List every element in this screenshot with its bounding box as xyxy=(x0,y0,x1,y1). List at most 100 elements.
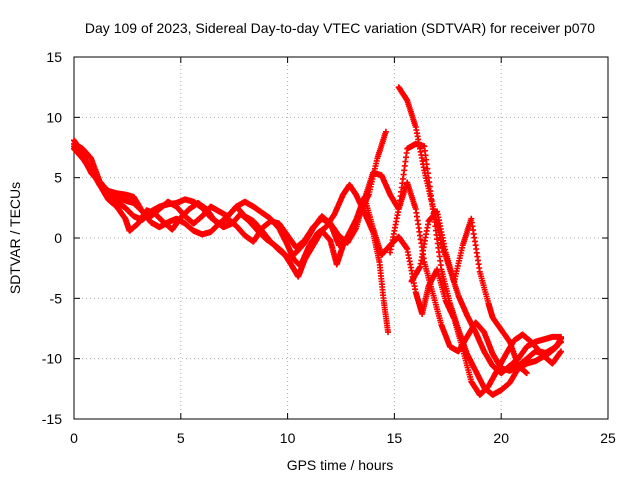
data-point xyxy=(508,381,511,384)
data-point xyxy=(491,393,494,397)
data-point xyxy=(89,157,93,160)
data-point xyxy=(183,198,187,201)
data-point xyxy=(482,350,486,353)
data-point xyxy=(423,169,426,172)
x-tick-label: 10 xyxy=(280,430,296,446)
data-point xyxy=(465,335,469,339)
y-tick-label: -10 xyxy=(42,351,62,367)
data-point xyxy=(72,145,76,148)
data-point xyxy=(414,125,417,129)
data-point xyxy=(504,353,507,357)
data-point xyxy=(312,244,315,247)
data-point xyxy=(201,215,204,218)
data-point xyxy=(218,222,221,225)
data-point xyxy=(132,195,135,199)
data-point xyxy=(406,181,409,184)
data-point xyxy=(448,302,452,305)
data-point xyxy=(478,270,481,273)
data-point xyxy=(320,229,323,232)
data-point xyxy=(136,222,140,225)
data-point xyxy=(196,201,200,205)
data-point xyxy=(525,362,528,365)
data-point xyxy=(440,323,443,327)
data-point xyxy=(141,210,144,213)
data-point xyxy=(286,244,289,247)
data-point xyxy=(201,233,204,236)
y-tick-labels: -15 -10 -5 0 5 10 15 xyxy=(42,49,62,427)
series-trace-6 xyxy=(387,140,564,398)
y-tick-label: 15 xyxy=(46,49,62,65)
data-point xyxy=(542,355,546,358)
data-point xyxy=(397,235,400,238)
data-point xyxy=(235,224,238,228)
data-point xyxy=(260,211,264,214)
data-point xyxy=(431,292,434,295)
data-point xyxy=(320,215,323,218)
data-point xyxy=(551,362,554,365)
data-point xyxy=(414,207,417,211)
data-point xyxy=(508,364,511,368)
data-point xyxy=(482,386,486,389)
x-tick-label: 5 xyxy=(177,430,185,446)
data-point xyxy=(333,212,336,216)
data-point xyxy=(269,219,272,223)
data-point xyxy=(461,244,464,247)
data-point xyxy=(500,367,503,370)
data-point xyxy=(243,215,247,218)
data-point xyxy=(252,205,255,208)
data-point xyxy=(124,206,127,209)
x-axis-label: GPS time / hours xyxy=(287,457,394,473)
data-point xyxy=(354,193,358,196)
data-point xyxy=(388,251,392,254)
data-point xyxy=(243,200,247,203)
data-point xyxy=(559,350,563,353)
data-point xyxy=(188,207,191,211)
data-point xyxy=(406,147,409,150)
data-point xyxy=(158,207,161,211)
y-tick-label: -5 xyxy=(50,290,63,306)
data-point xyxy=(376,157,379,160)
y-tick-label: 10 xyxy=(46,109,62,125)
data-point xyxy=(107,198,110,201)
data-point xyxy=(542,338,546,341)
chart-title: Day 109 of 2023, Sidereal Day-to-day VTE… xyxy=(85,20,595,36)
data-point xyxy=(525,345,528,348)
y-tick-label: 0 xyxy=(54,230,62,246)
data-point xyxy=(440,268,443,271)
data-point xyxy=(487,385,490,388)
series-trace-7 xyxy=(408,208,530,377)
data-point xyxy=(269,240,272,243)
data-point xyxy=(444,251,447,254)
data-point xyxy=(290,264,294,267)
data-point xyxy=(470,217,473,220)
data-point xyxy=(222,225,225,229)
data-point xyxy=(260,229,264,232)
data-point xyxy=(371,171,375,174)
y-tick-label: -15 xyxy=(42,411,62,427)
data-point xyxy=(470,380,473,383)
data-point xyxy=(457,350,460,353)
data-point xyxy=(525,357,528,360)
data-point xyxy=(435,210,439,213)
series-trace-4 xyxy=(71,143,564,374)
x-tick-label: 20 xyxy=(493,430,509,446)
y-tick-label: 5 xyxy=(54,170,62,186)
data-point xyxy=(124,199,127,202)
data-point xyxy=(382,299,385,302)
data-point xyxy=(149,215,153,218)
data-point xyxy=(209,230,212,234)
data-point xyxy=(406,247,409,251)
data-point xyxy=(457,328,460,331)
data-point xyxy=(421,312,424,316)
data-point xyxy=(124,193,127,196)
data-point xyxy=(183,222,187,225)
data-point xyxy=(335,263,338,266)
data-point xyxy=(329,239,332,242)
data-point xyxy=(149,221,153,224)
data-point xyxy=(124,217,127,220)
x-tick-label: 0 xyxy=(70,430,78,446)
data-point xyxy=(213,219,217,223)
data-point xyxy=(500,328,503,331)
data-point xyxy=(380,174,383,177)
